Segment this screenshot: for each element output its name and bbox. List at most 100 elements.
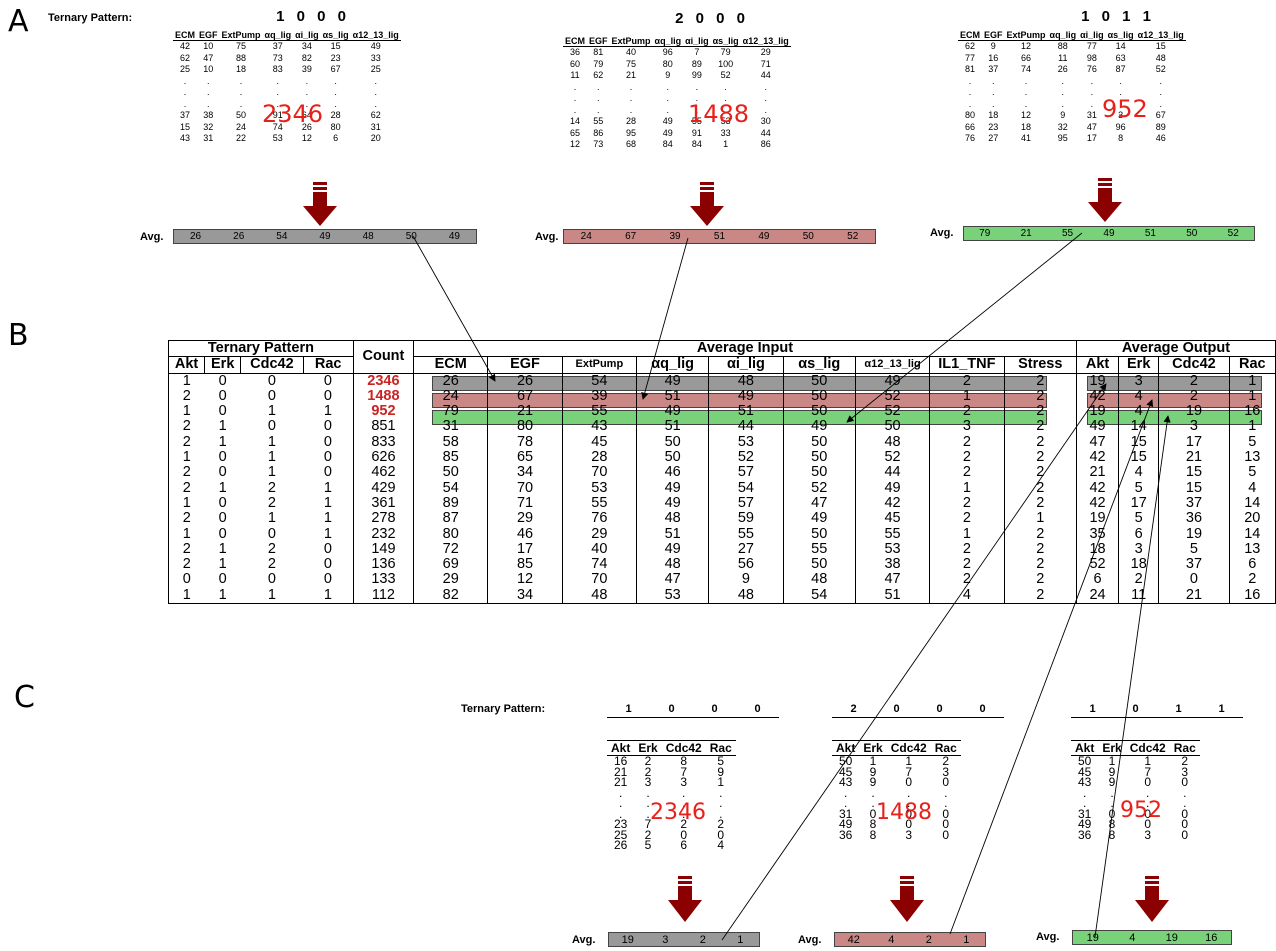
- pattern-cell: 1: [267, 404, 276, 420]
- table-cell: .: [619, 806, 623, 821]
- table-cell: 7: [1144, 764, 1152, 779]
- table-cell: .: [666, 93, 670, 103]
- panel-c-data-table: Akt Erk Cdc42 Rac 50 1 1 2 45 9 7 3 43 9 0 0........ 31 0…: [1071, 740, 1200, 840]
- input-cell: 70: [561, 572, 637, 588]
- table-cell: 32: [203, 121, 214, 132]
- pattern-col-header: Erk: [204, 356, 242, 374]
- table-cell: .: [1110, 796, 1114, 810]
- table-row: 31 0 0 0: [832, 806, 961, 821]
- arrow-avg-1488-to-table: [641, 237, 689, 400]
- table-cell: 15: [330, 41, 341, 51]
- avg-value: 42: [847, 933, 860, 946]
- pattern-digit: 0: [893, 703, 900, 715]
- table-cell: 21: [613, 775, 628, 789]
- group-header-output: Average Output: [1075, 339, 1276, 358]
- table-row: ....: [607, 806, 736, 821]
- table-cell: 52: [720, 70, 731, 80]
- table-row: 26 5 6 4: [607, 838, 736, 852]
- table-cell: 21: [626, 70, 637, 80]
- table-cell: 63: [1115, 52, 1126, 63]
- table-cell: .: [305, 98, 309, 109]
- table-row: ....: [1071, 796, 1200, 810]
- table-cell: 6: [680, 838, 688, 852]
- table-cell: .: [1110, 785, 1114, 800]
- table-cell: 0: [1181, 806, 1189, 821]
- output-cell: 36: [1158, 511, 1230, 527]
- input-cell: 47: [782, 495, 856, 512]
- avg-label: Avg.: [930, 227, 954, 239]
- pattern-cell: 1: [303, 587, 354, 605]
- table-cell: .: [844, 785, 848, 800]
- table-cell: 55: [593, 116, 604, 126]
- table-cell: .: [764, 93, 767, 103]
- output-cell: 21: [1158, 587, 1230, 605]
- table-cell: 0: [942, 806, 950, 821]
- avg-value: 4: [888, 933, 895, 946]
- pattern-cell: 2: [267, 495, 276, 511]
- avg-value: 54: [276, 231, 288, 242]
- column-header: Rac: [705, 740, 736, 756]
- output-cell: 4: [1228, 480, 1276, 496]
- output-cell: 14: [1118, 419, 1160, 435]
- column-header: Rac: [1169, 740, 1200, 756]
- panel-a-pattern-title: 2 0 0 0: [675, 10, 749, 27]
- column-header: αs_lig: [320, 30, 351, 41]
- table-row: 49 8 0 0: [832, 818, 961, 829]
- avg-value: 24: [580, 231, 592, 242]
- table-row: 50 1 1 2: [1071, 754, 1200, 768]
- pattern-cell: 0: [267, 388, 276, 404]
- table-row: 60 79 75 80 89 100 71: [563, 59, 791, 71]
- table-cell: 2: [680, 817, 688, 831]
- count-cell: 136: [352, 557, 415, 573]
- table-cell: 28: [330, 110, 341, 120]
- table-row: 21 3 3 1: [607, 775, 736, 789]
- table-row: 16 2 8 5: [607, 755, 736, 767]
- input-cell: 54: [782, 587, 856, 605]
- table-cell: .: [646, 806, 650, 821]
- output-cell: 6: [1118, 526, 1160, 542]
- input-cell: 53: [635, 587, 710, 605]
- column-header: ECM: [958, 30, 982, 41]
- pattern-digit: 0: [668, 703, 675, 715]
- output-cell: 4: [1118, 465, 1160, 481]
- output-cell: 16: [1228, 587, 1276, 605]
- table-cell: 37: [272, 41, 283, 51]
- table-row: 62 9 12 88 77 14 15: [958, 41, 1186, 53]
- table-cell: 2: [717, 817, 725, 831]
- table-cell: 14: [569, 116, 580, 126]
- table-row: ....: [832, 785, 961, 800]
- table-cell: 99: [691, 70, 702, 80]
- table-row: 36 81 40 96 7 79 29: [563, 47, 791, 59]
- output-cell: 19: [1075, 404, 1120, 420]
- table-row: 2 1 1 0 833 58 78 45 50 53 50 48 2 2 47 15 17 5: [167, 434, 1276, 451]
- table-cell: 1: [1144, 754, 1152, 768]
- panel-a-pattern-title: 1 0 0 0: [276, 8, 350, 25]
- table-row: 1 0 2 1 361 89 71 55 49 57 47 42 2 2 42 17 37 14: [167, 495, 1276, 512]
- input-cell: 29: [561, 526, 637, 542]
- input-cell: 50: [782, 465, 856, 481]
- table-cell: .: [1083, 785, 1087, 800]
- table-cell: .: [1183, 785, 1187, 800]
- table-cell: 25: [370, 64, 381, 74]
- table-row: .......: [563, 105, 791, 117]
- panel-c-count-overlay: 952: [1120, 798, 1162, 823]
- input-cell: 51: [635, 419, 710, 435]
- table-cell: .: [207, 75, 210, 86]
- table-cell: 20: [370, 133, 381, 143]
- table-cell: .: [666, 104, 670, 115]
- input-cell: 52: [782, 480, 856, 496]
- avg-value: 49: [1103, 228, 1115, 239]
- table-cell: .: [764, 104, 767, 115]
- table-cell: 12: [569, 139, 580, 149]
- output-cell: 15: [1118, 434, 1160, 451]
- table-cell: .: [305, 87, 309, 97]
- pattern-cell: 1: [218, 557, 227, 573]
- output-cell: 6: [1228, 557, 1276, 573]
- pattern-cell: 2: [167, 511, 205, 527]
- panel-a-data-table: ECM EGF ExtPump αq_lig αi_lig αs_lig α12_13_li…: [173, 30, 401, 145]
- table-cell: 75: [236, 41, 247, 51]
- input-cell: 59: [708, 511, 784, 527]
- input-cell: 48: [708, 373, 784, 389]
- input-cell: 49: [854, 373, 931, 389]
- input-cell: 50: [782, 404, 856, 420]
